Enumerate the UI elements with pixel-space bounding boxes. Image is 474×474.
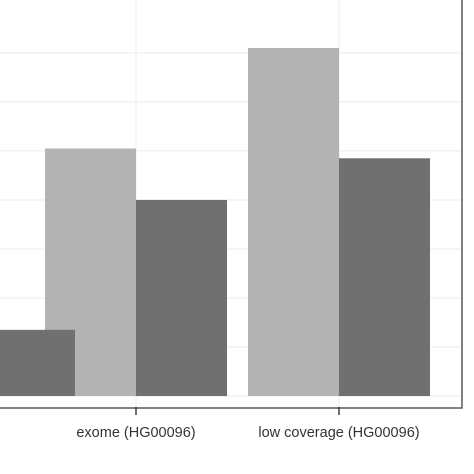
bar-series1-category3 [248, 48, 339, 396]
x-axis: exome (HG00096) low coverage (HG00096) [76, 407, 420, 441]
bar-series2-category2 [136, 199, 227, 396]
bar-series2-category1 [0, 329, 75, 396]
x-tick-label: low coverage (HG00096) [258, 425, 419, 441]
bar-series2-category3 [339, 158, 430, 396]
x-tick-label: exome (HG00096) [76, 425, 195, 441]
bars [0, 48, 430, 396]
plot-border [0, 0, 463, 409]
